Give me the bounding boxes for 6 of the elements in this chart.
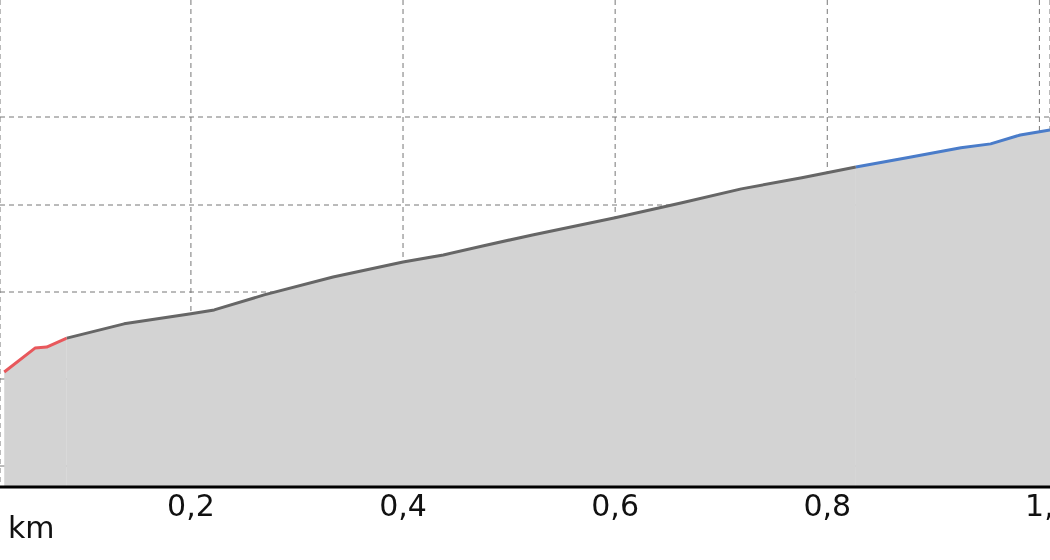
- x-tick-label: 1,: [1025, 488, 1050, 524]
- x-tick-label: 0,4: [379, 488, 427, 524]
- x-tick-label: 0,8: [803, 488, 852, 524]
- x-tick-label: 0,2: [167, 488, 215, 524]
- x-tick-label: 0,6: [591, 488, 640, 524]
- x-axis-title: km: [8, 510, 55, 545]
